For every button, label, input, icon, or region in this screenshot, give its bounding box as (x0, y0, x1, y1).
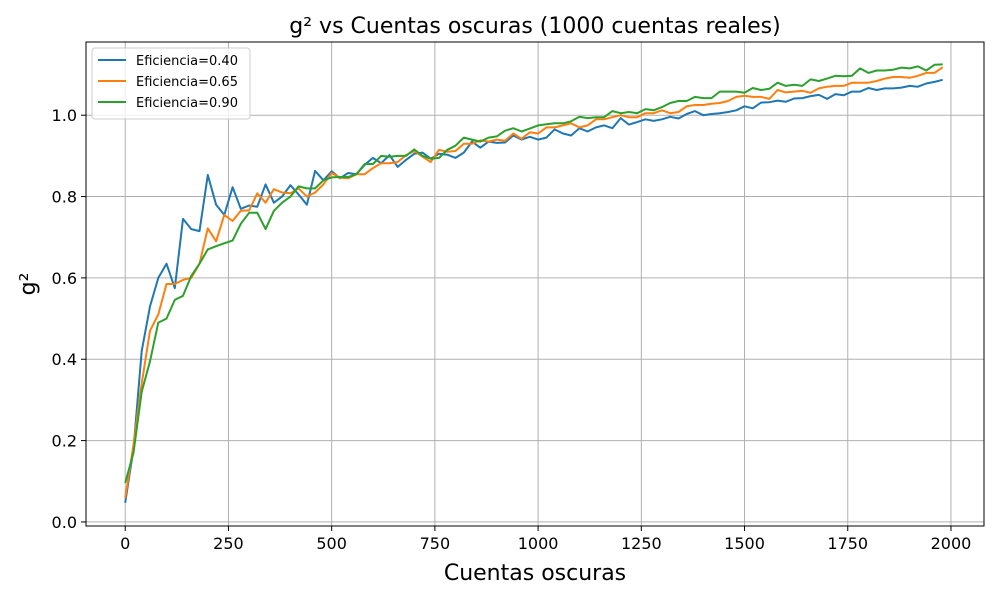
legend-items: Eficiencia=0.40 Eficiencia=0.65 Eficiencia… (98, 54, 238, 111)
series-line-2 (124, 66, 944, 499)
x-tick-label: 1500 (724, 534, 765, 553)
legend-box (91, 47, 251, 120)
chart-title: g² vs Cuentas oscuras (1000 cuentas real… (289, 14, 780, 39)
y-axis-ticks: 0.0 0.2 0.4 0.6 0.8 1.0 (52, 106, 86, 532)
y-axis-label: g² (16, 273, 41, 296)
series-line-1 (124, 78, 943, 503)
y-tick-label: 0.6 (52, 269, 77, 288)
plot-area-frame (85, 41, 985, 527)
y-tick-label: 1.0 (52, 106, 77, 125)
y-tick-label: 0.8 (52, 188, 77, 207)
series-line-3 (124, 63, 943, 484)
x-tick-label: 1000 (518, 534, 559, 553)
x-tick-label: 500 (316, 534, 347, 553)
x-tick-label: 1750 (827, 534, 868, 553)
y-tick-label: 0.2 (52, 432, 77, 451)
x-tick-label: 750 (420, 534, 451, 553)
x-axis-label: Cuentas oscuras (444, 561, 626, 586)
grid (86, 42, 984, 526)
legend-label: Eficiencia=0.65 (136, 75, 238, 90)
y-tick-label: 0.4 (52, 350, 77, 369)
x-tick-label: 250 (213, 534, 244, 553)
legend-label: Eficiencia=0.90 (136, 96, 238, 111)
legend: Eficiencia=0.40 Eficiencia=0.65 Eficiencia… (91, 47, 251, 120)
y-tick-label: 0.0 (52, 513, 77, 532)
series-lines (124, 63, 944, 503)
x-tick-label: 0 (120, 534, 130, 553)
x-tick-label: 2000 (931, 534, 972, 553)
legend-label: Eficiencia=0.40 (136, 54, 238, 69)
x-axis-ticks: 0 250 500 750 1000 1250 1500 1750 2000 (120, 526, 971, 553)
x-tick-label: 1250 (621, 534, 662, 553)
